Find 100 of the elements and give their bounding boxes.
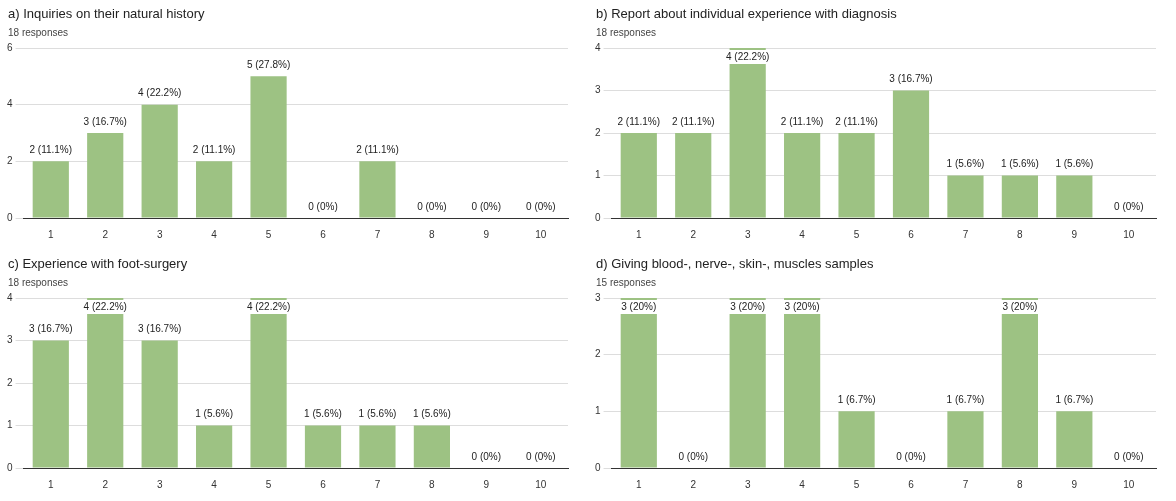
bar <box>32 340 69 468</box>
x-tick-label: 3 <box>744 228 751 240</box>
data-label: 0 (0%) <box>308 200 338 212</box>
x-tick-label: 1 <box>48 478 54 490</box>
x-tick-label: 9 <box>483 228 490 240</box>
y-tick-label: 1 <box>595 169 601 181</box>
data-label: 0 (0%) <box>526 200 556 212</box>
y-tick-label: 1 <box>595 405 601 417</box>
bar <box>196 161 233 218</box>
data-label: 2 (11.1%) <box>835 115 878 127</box>
x-tick-label: 3 <box>156 228 163 240</box>
bar <box>32 161 69 218</box>
data-label: 5 (27.8%) <box>246 59 291 71</box>
data-label: 4 (22.2%) <box>83 300 127 312</box>
data-label: 3 (20%) <box>1002 300 1038 312</box>
x-tick-label: 4 <box>799 228 806 240</box>
bar <box>359 161 396 218</box>
bar <box>359 425 396 468</box>
data-label: 0 (0%) <box>1114 450 1144 462</box>
bar <box>1056 175 1093 218</box>
bar <box>620 133 657 218</box>
y-tick-label: 2 <box>595 126 601 138</box>
bar <box>1001 175 1038 218</box>
data-label: 3 (16.7%) <box>889 73 933 85</box>
y-tick-label: 3 <box>7 334 13 346</box>
x-tick-label: 4 <box>211 478 218 490</box>
x-tick-label: 6 <box>320 228 327 240</box>
x-tick-label: 5 <box>265 478 272 490</box>
data-label: 1 (5.6%) <box>1055 158 1094 170</box>
x-tick-label: 2 <box>690 478 697 490</box>
bar <box>141 104 178 218</box>
data-label: 3 (16.7%) <box>137 323 182 335</box>
chart-subtitle: 18 responses <box>8 27 70 39</box>
y-tick-label: 0 <box>7 211 13 223</box>
y-tick-label: 0 <box>595 211 601 223</box>
x-tick-label: 1 <box>636 228 642 240</box>
bar <box>838 133 875 218</box>
chart-title: d) Giving blood-, nerve-, skin-, muscles samples <box>596 256 875 273</box>
x-tick-label: 10 <box>1123 478 1135 490</box>
x-tick-label: 5 <box>265 228 272 240</box>
chart-subtitle: 15 responses <box>596 277 658 289</box>
bar <box>196 425 233 468</box>
x-tick-label: 2 <box>102 228 109 240</box>
data-label: 1 (5.6%) <box>304 408 342 420</box>
y-tick-label: 2 <box>7 376 13 388</box>
data-label: 2 (11.1%) <box>617 115 661 127</box>
data-label: 4 (22.2%) <box>725 50 770 62</box>
x-tick-label: 8 <box>1017 478 1024 490</box>
x-tick-label: 2 <box>102 478 109 490</box>
x-tick-label: 7 <box>374 228 381 240</box>
data-label: 3 (20%) <box>621 300 657 312</box>
data-label: 3 (16.7%) <box>83 115 127 127</box>
y-tick-label: 6 <box>7 41 13 53</box>
data-label: 2 (11.1%) <box>671 115 715 127</box>
chart-subtitle: 18 responses <box>596 27 658 39</box>
chart-title: c) Experience with foot-surgery <box>8 256 189 273</box>
data-label: 2 (11.1%) <box>780 115 824 127</box>
data-label: 0 (0%) <box>471 200 502 212</box>
data-label: 2 (11.1%) <box>192 144 236 156</box>
x-tick-label: 7 <box>962 478 969 490</box>
bar <box>250 76 287 218</box>
bar <box>947 175 984 218</box>
x-tick-label: 10 <box>535 478 547 490</box>
x-tick-label: 6 <box>320 478 327 490</box>
data-label: 0 (0%) <box>1114 200 1144 212</box>
x-tick-label: 3 <box>744 478 751 490</box>
x-tick-label: 9 <box>1071 228 1078 240</box>
chart-subtitle: 18 responses <box>8 277 70 289</box>
data-label: 3 (16.7%) <box>29 323 73 335</box>
x-tick-label: 9 <box>1071 478 1078 490</box>
data-label: 1 (5.6%) <box>358 408 397 420</box>
data-label: 3 (20%) <box>730 300 766 312</box>
x-tick-label: 5 <box>853 478 860 490</box>
x-tick-label: 5 <box>853 228 860 240</box>
y-tick-label: 3 <box>595 291 601 303</box>
data-label: 4 (22.2%) <box>246 300 291 312</box>
data-label: 1 (6.7%) <box>1055 394 1094 406</box>
data-label: 0 (0%) <box>471 450 502 462</box>
data-label: 1 (5.6%) <box>412 408 451 420</box>
bar <box>784 133 821 218</box>
x-tick-label: 6 <box>908 478 915 490</box>
data-label: 1 (5.6%) <box>946 158 985 170</box>
x-tick-label: 10 <box>535 228 547 240</box>
data-label: 1 (5.6%) <box>195 408 234 420</box>
data-label: 0 (0%) <box>526 450 556 462</box>
data-label: 0 (0%) <box>896 450 926 462</box>
y-tick-label: 4 <box>7 98 13 110</box>
data-label: 3 (20%) <box>784 300 820 312</box>
data-label: 1 (5.6%) <box>1000 158 1039 170</box>
y-tick-label: 0 <box>595 461 601 473</box>
x-tick-label: 1 <box>636 478 642 490</box>
x-tick-label: 1 <box>48 228 54 240</box>
x-tick-label: 4 <box>799 478 806 490</box>
data-label: 4 (22.2%) <box>137 87 182 99</box>
x-tick-label: 7 <box>962 228 969 240</box>
y-tick-label: 4 <box>595 41 601 53</box>
chart-title: a) Inquiries on their natural history <box>8 6 206 23</box>
x-tick-label: 4 <box>211 228 218 240</box>
y-tick-label: 4 <box>7 291 13 303</box>
x-tick-label: 8 <box>429 228 436 240</box>
